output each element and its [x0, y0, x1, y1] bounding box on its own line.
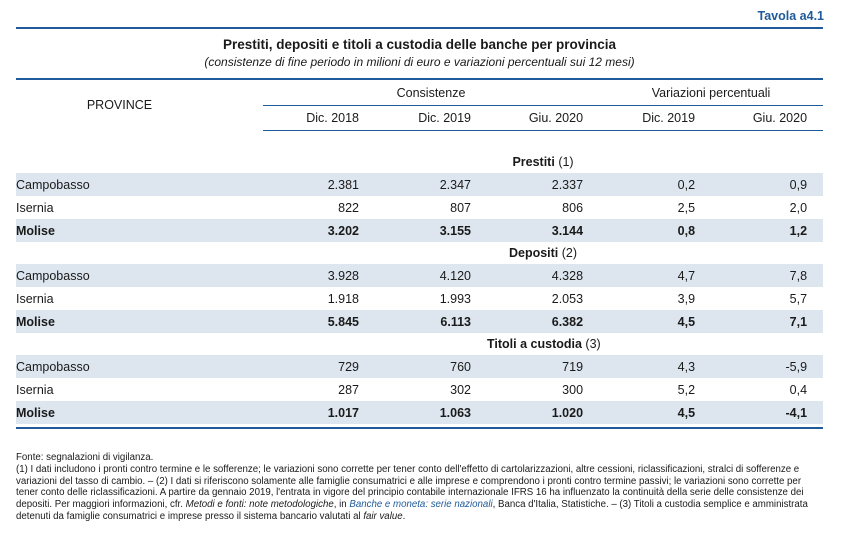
table-cell: 7,8: [711, 264, 824, 287]
table-cell: 1.063: [375, 401, 487, 424]
table-cell: 6.382: [487, 310, 600, 333]
table-title: Prestiti, depositi e titoli a custodia d…: [222, 37, 617, 52]
data-table: PROVINCE Consistenze Variazioni percentu…: [16, 78, 824, 429]
table-cell: 719: [487, 355, 600, 378]
row-label: Isernia: [16, 200, 54, 215]
row-label: Campobasso: [16, 355, 263, 378]
table-cell: 807: [450, 200, 471, 215]
table-row: Campobasso 3.928 4.120 4.328 4,7 7,8: [16, 264, 824, 287]
table-cell: 4.120: [375, 264, 487, 287]
table-cell: 5,2: [677, 382, 696, 397]
table-cell: 760: [375, 355, 487, 378]
table-cell: 0,8: [599, 219, 712, 242]
source-note: Fonte: segnalazioni di vigilanza.: [16, 452, 154, 463]
table-cell: 2.053: [551, 291, 584, 306]
section-header-row: Titoli a custodia (3): [16, 333, 823, 355]
table-cell: 0,2: [599, 173, 712, 196]
table-cell: 2.347: [375, 173, 487, 196]
table-cell: 822: [338, 200, 359, 215]
footnotes: (1) I dati includono i pronti contro ter…: [16, 463, 808, 522]
table-cell: -5,9: [711, 355, 824, 378]
section-label: Prestiti (1): [512, 155, 574, 169]
table-row: Campobasso 729 760 719 4,3 -5,9: [16, 355, 824, 378]
table-cell: 4,5: [599, 310, 712, 333]
row-label: Molise: [16, 401, 263, 424]
table-cell: 3.928: [263, 264, 375, 287]
table-cell: 3.202: [263, 219, 375, 242]
column-header: Giu. 2020: [711, 105, 824, 131]
table-cell: 300: [562, 382, 584, 397]
section-label: Titoli a custodia (3): [487, 337, 601, 351]
section-label: Depositi (2): [508, 246, 578, 260]
table-row-total: Molise 1.017 1.063 1.020 4,5 -4,1: [16, 401, 824, 424]
table-subtitle: (consistenze di fine periodo in milioni …: [204, 55, 635, 69]
row-label: Campobasso: [16, 264, 263, 287]
table-cell: 4,7: [599, 264, 712, 287]
section-header-row: Prestiti (1): [16, 151, 823, 173]
section-header-row: Depositi (2): [16, 242, 823, 264]
table-cell: 287: [338, 382, 359, 397]
table-row: Isernia 287 302 300 5,2 0,4: [16, 378, 823, 401]
table-row: Isernia 1.918 1.993 2.053 3,9 5,7: [16, 287, 823, 310]
row-label: Isernia: [16, 291, 54, 306]
row-label: Molise: [16, 310, 263, 333]
data-table-container: PROVINCE Consistenze Variazioni percentu…: [16, 78, 824, 429]
table-cell: 4,3: [599, 355, 712, 378]
column-header: Giu. 2020: [487, 105, 600, 131]
table-cell: 6.113: [375, 310, 487, 333]
table-cell: 1,2: [711, 219, 824, 242]
table-cell: -4,1: [711, 401, 824, 424]
table-cell: 806: [562, 200, 584, 215]
bottom-rule: [16, 424, 824, 429]
table-row: Campobasso 2.381 2.347 2.337 0,2 0,9: [16, 173, 824, 196]
table-cell: 3.144: [487, 219, 600, 242]
table-row: Isernia 822 807 806 2,5 2,0: [16, 196, 823, 219]
table-cell: 4.328: [487, 264, 600, 287]
table-cell: 1.017: [263, 401, 375, 424]
column-header: Dic. 2018: [263, 105, 375, 131]
table-notes: Fonte: segnalazioni di vigilanza. (1) I …: [16, 452, 823, 523]
top-rule: [16, 27, 823, 29]
column-header: Dic. 2019: [599, 105, 712, 131]
column-header: Dic. 2019: [375, 105, 487, 131]
reference-link[interactable]: Banche e moneta: serie nazionali: [349, 499, 493, 511]
header-row-groups: PROVINCE Consistenze Variazioni percentu…: [16, 78, 824, 131]
table-cell: 2.381: [263, 173, 375, 196]
table-cell: 2.337: [487, 173, 600, 196]
row-label: Molise: [16, 219, 263, 242]
table-cell: 4,5: [599, 401, 712, 424]
group-header-consistenze: Consistenze: [263, 78, 600, 106]
table-cell: 5,7: [789, 291, 808, 306]
table-cell: 729: [263, 355, 375, 378]
table-cell: 2,0: [789, 200, 808, 215]
table-cell: 0,4: [789, 382, 808, 397]
table-number: Tavola a4.1: [757, 9, 824, 23]
row-label: Isernia: [16, 382, 54, 397]
row-label: Campobasso: [16, 173, 263, 196]
table-cell: 1.020: [487, 401, 600, 424]
table-cell: 5.845: [263, 310, 375, 333]
table-row-total: Molise 5.845 6.113 6.382 4,5 7,1: [16, 310, 824, 333]
table-cell: 2,5: [677, 200, 696, 215]
table-cell: 1.918: [327, 291, 359, 306]
header-row-columns: Dic. 2018 Dic. 2019 Giu. 2020 Dic. 2019 …: [16, 105, 824, 131]
table-cell: 302: [450, 382, 471, 397]
table-row-total: Molise 3.202 3.155 3.144 0,8 1,2: [16, 219, 824, 242]
table-cell: 3.155: [375, 219, 487, 242]
table-cell: 0,9: [711, 173, 824, 196]
table-cell: 7,1: [711, 310, 824, 333]
group-header-variazioni: Variazioni percentuali: [599, 78, 824, 106]
column-header-province: PROVINCE: [16, 78, 263, 131]
table-cell: 1.993: [439, 291, 471, 306]
table-cell: 3,9: [677, 291, 696, 306]
